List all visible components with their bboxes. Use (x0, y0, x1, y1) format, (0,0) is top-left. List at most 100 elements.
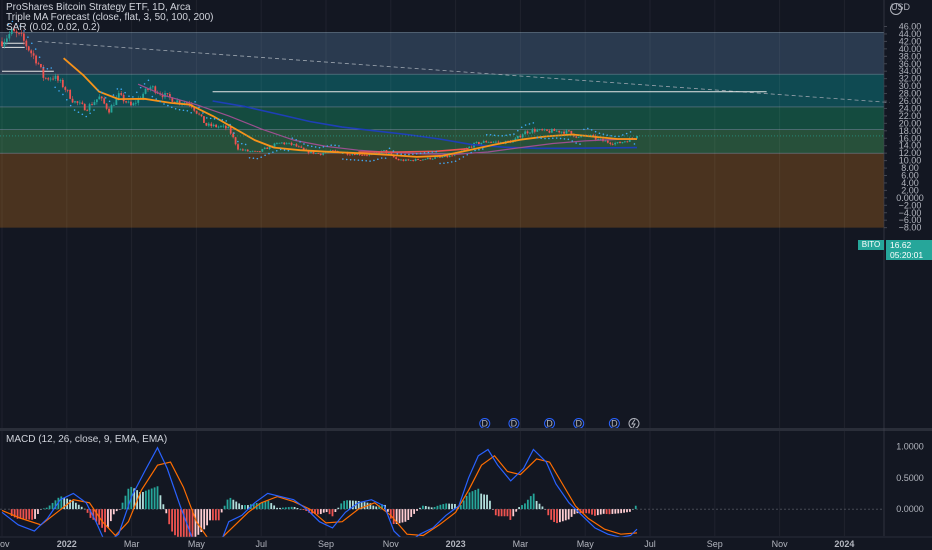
macd-histogram-bar (101, 509, 104, 528)
gear-icon[interactable] (890, 3, 902, 15)
candle-body (285, 143, 288, 145)
time-axis[interactable]: ov 2022 Mar May Jul Sep Nov 2023 Mar May Jul Sep Nov… (0, 536, 932, 550)
candle-body (249, 151, 252, 153)
sar-dot (528, 123, 531, 125)
candle-body (110, 105, 113, 113)
price-zone (0, 106, 884, 130)
candle-body (20, 33, 23, 35)
candle-body (560, 131, 563, 133)
candle-body (241, 149, 244, 151)
sar-dot (501, 135, 504, 137)
candle-body (429, 157, 432, 160)
macd-histogram-bar (430, 507, 433, 510)
price-tick-label: 38.00 (899, 51, 922, 61)
time-tick-label: Nov (383, 539, 400, 549)
macd-histogram-bar (165, 509, 168, 514)
macd-histogram-bar (89, 509, 92, 518)
candle-body (597, 138, 600, 140)
sar-dot (396, 153, 399, 155)
price-tick-label: 12.00 (899, 148, 922, 158)
sar-dot (548, 137, 550, 140)
macd-histogram-bar (553, 509, 555, 522)
candle-body (127, 101, 130, 103)
macd-histogram-bar (381, 504, 383, 510)
candle-body (404, 159, 407, 161)
candle-body (577, 136, 580, 138)
macd-histogram-bar (421, 505, 424, 510)
sar-dot (404, 153, 406, 156)
sar-dot (159, 100, 161, 103)
macd-histogram-bar (360, 501, 363, 510)
candle-body (261, 149, 264, 152)
candle-body (619, 142, 621, 144)
dividend-marker-label: D (546, 419, 553, 429)
macd-histogram-bar (392, 509, 395, 525)
price-tick-label: 10.00 (899, 156, 922, 166)
macd-pane (0, 446, 884, 550)
candle-body (623, 141, 626, 143)
macd-histogram-bar (491, 509, 494, 510)
countdown-timer: 05:20:01 (890, 250, 924, 260)
macd-histogram-bar (489, 500, 491, 510)
sar-dot (517, 129, 519, 132)
sar-dot (120, 88, 123, 90)
macd-histogram-bar (465, 495, 468, 510)
candle-body (47, 78, 50, 80)
legend-macd[interactable]: MACD (12, 26, close, 9, EMA, EMA) (6, 434, 168, 445)
macd-histogram-bar (45, 507, 48, 510)
legend-sar[interactable]: SAR (0.02, 0.02, 0.2) (6, 22, 100, 33)
macd-histogram-bar (63, 497, 66, 510)
macd-histogram-bar (177, 509, 179, 539)
candle-body (251, 150, 254, 152)
macd-histogram-bar (290, 506, 293, 510)
candle-body (417, 158, 419, 161)
candle-body (57, 75, 59, 81)
sar-dot (478, 148, 480, 151)
candle-body (363, 154, 366, 156)
macd-histogram-bar (174, 509, 176, 536)
macd-histogram-bar (238, 503, 241, 510)
macd-histogram-bar (357, 501, 360, 510)
sar-dot (536, 136, 539, 139)
macd-histogram-bar (541, 506, 544, 510)
candle-body (76, 101, 79, 103)
sar-dot (443, 162, 445, 164)
macd-histogram-bar (416, 509, 418, 511)
price-tick-label: 28.00 (899, 89, 922, 99)
candle-body (353, 153, 356, 156)
candle-body (297, 146, 300, 148)
candle-body (40, 64, 42, 68)
macd-histogram-bar (77, 504, 80, 510)
time-tick-label: Nov (772, 539, 789, 549)
sar-dot (73, 109, 76, 111)
price-axis[interactable]: 46.0044.0042.0040.0038.0036.0034.0032.00… (883, 0, 924, 536)
macd-histogram-bar (398, 509, 401, 524)
time-tick-label: Jul (255, 539, 267, 549)
macd-histogram-bar (25, 509, 28, 520)
candle-body (516, 135, 519, 139)
candle-body (259, 151, 261, 152)
candle-body (207, 123, 210, 126)
sar-dot (303, 143, 305, 145)
candle-body (69, 89, 72, 99)
legend-triple-ma[interactable]: Triple MA Forecast (close, flat, 3, 50, … (6, 12, 214, 23)
horizontal-levels[interactable] (2, 41, 890, 103)
candle-body (37, 63, 40, 65)
sar-dot (586, 127, 589, 130)
candle-body (144, 88, 147, 94)
candle-body (3, 41, 6, 47)
macd-histogram-bar (582, 509, 585, 514)
macd-histogram-bar (80, 506, 83, 510)
candle-body (130, 101, 132, 106)
price-tick-label: 22.00 (899, 111, 922, 121)
candle-body (548, 130, 551, 133)
macd-histogram-bar (314, 509, 316, 514)
sar-dot (505, 134, 507, 137)
macd-histogram-bar (509, 509, 512, 520)
time-tick-label: Jul (644, 539, 656, 549)
candle-body (273, 143, 276, 148)
sar-dot (373, 159, 375, 162)
macd-histogram-bar (588, 509, 590, 514)
legend-symbol[interactable]: ProShares Bitcoin Strategy ETF, 1D, Arca (6, 2, 191, 13)
